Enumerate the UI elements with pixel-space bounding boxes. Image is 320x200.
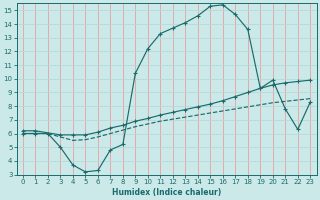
X-axis label: Humidex (Indice chaleur): Humidex (Indice chaleur) [112,188,221,197]
